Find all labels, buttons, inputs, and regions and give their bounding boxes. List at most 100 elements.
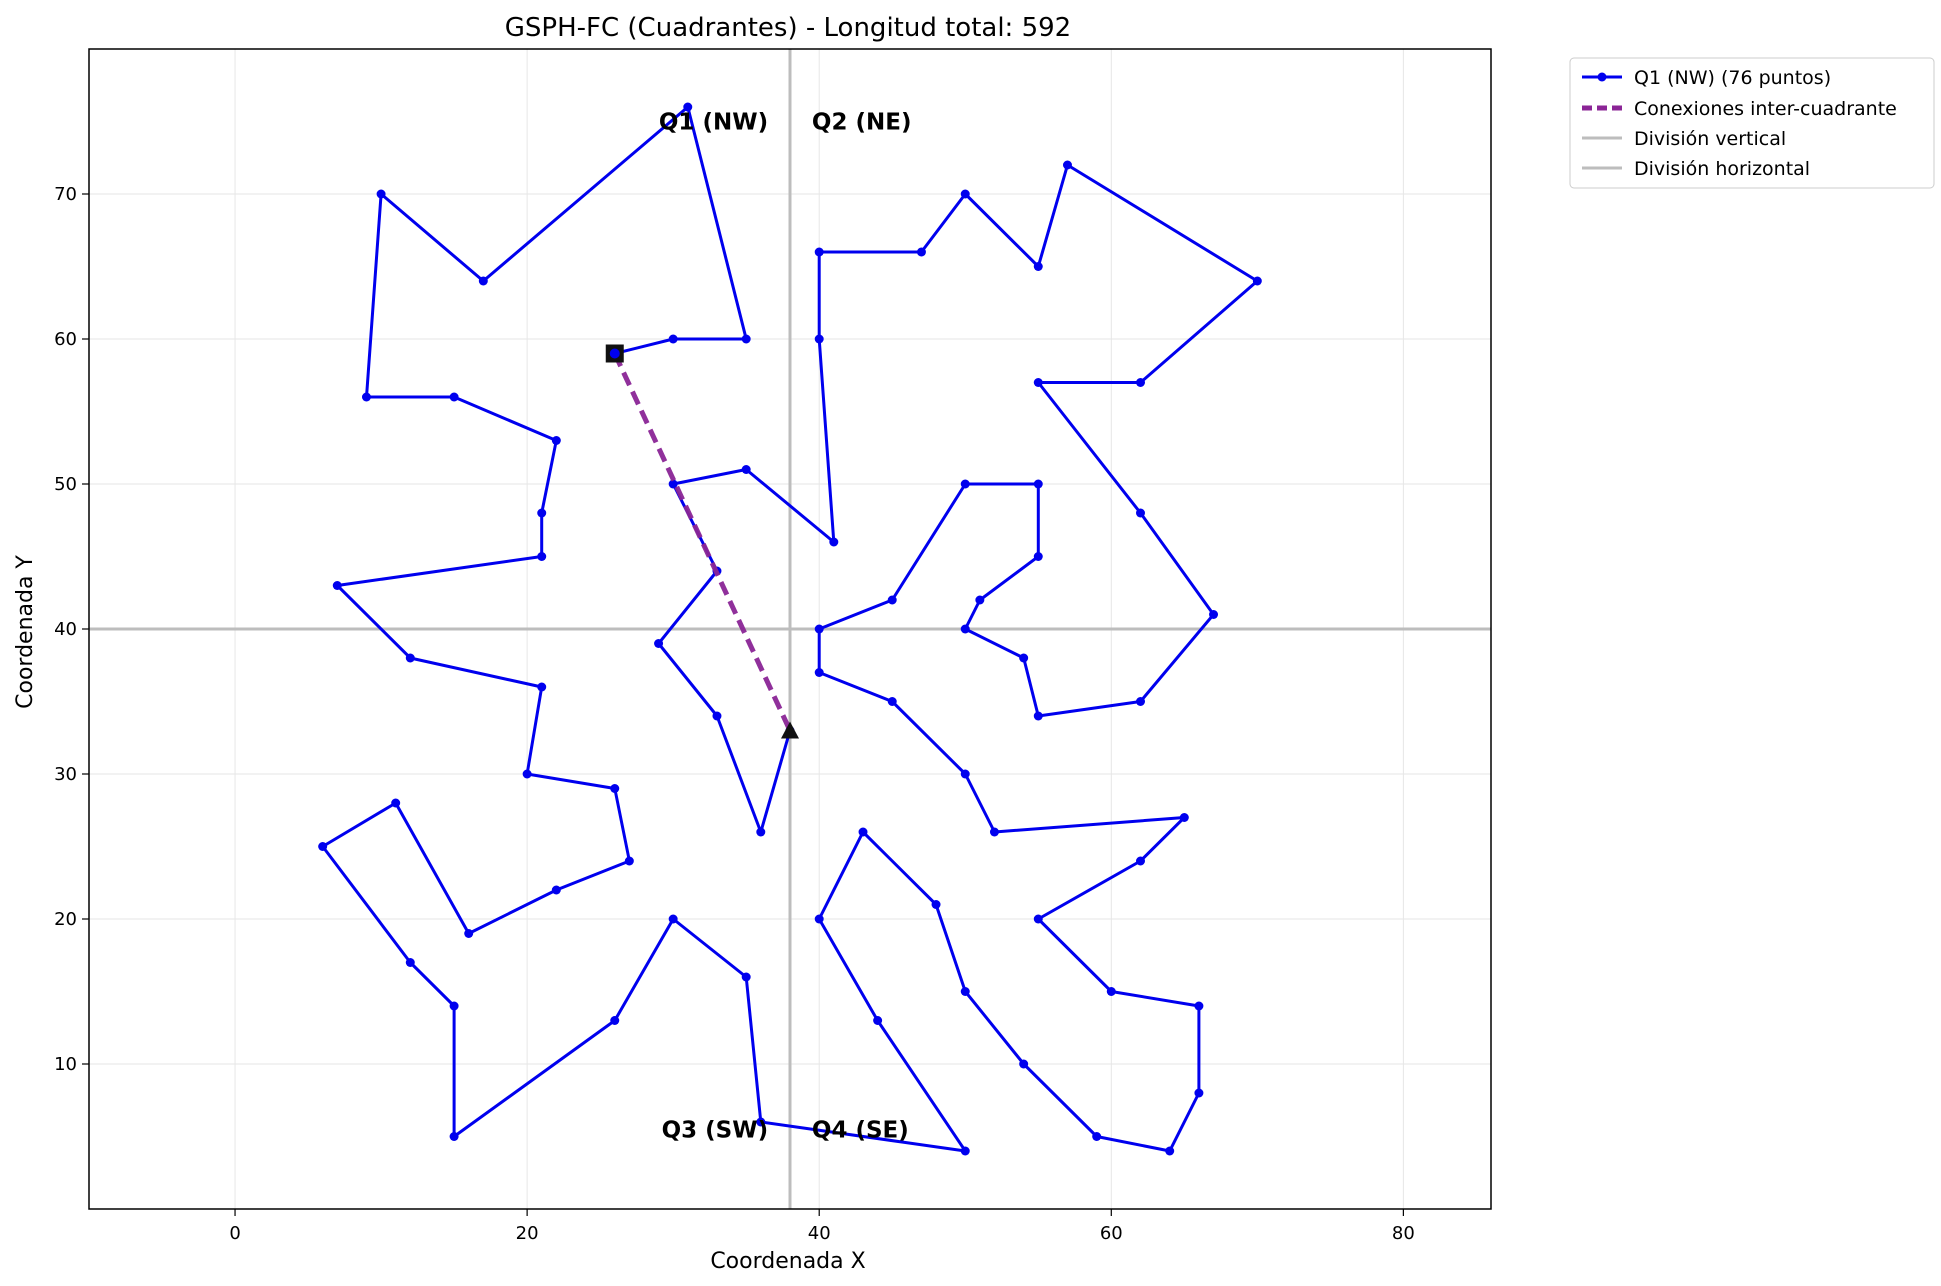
tour-point	[1033, 552, 1043, 561]
y-tick-label: 20	[54, 909, 77, 930]
tour-point	[989, 827, 999, 837]
tour-point	[668, 914, 678, 924]
tour-point	[814, 914, 824, 924]
quadrant-label: Q3 (SW)	[662, 1117, 769, 1143]
tour-point	[814, 247, 824, 257]
tour-point	[449, 1001, 459, 1011]
y-tick-label: 10	[54, 1054, 77, 1075]
connection-series	[612, 352, 793, 732]
legend-label-horizontal: División horizontal	[1634, 158, 1810, 180]
tour-point	[464, 929, 474, 938]
tour-point	[1019, 653, 1029, 663]
x-tick-label: 40	[808, 1223, 831, 1244]
tour-point	[756, 1117, 766, 1127]
tour-point	[975, 595, 985, 605]
quadrant-dividers	[89, 49, 1491, 1209]
tour-point	[1033, 711, 1043, 721]
tour-point	[1194, 1088, 1204, 1098]
tour-point	[741, 334, 751, 344]
tour-point	[960, 189, 970, 199]
tour-point	[449, 1132, 459, 1141]
tour-point	[361, 392, 371, 402]
tour-point	[1136, 378, 1145, 387]
tour-point	[814, 668, 824, 677]
tour-point	[1106, 987, 1116, 996]
quadrant-label: Q2 (NE)	[812, 110, 912, 136]
legend-box	[1569, 57, 1935, 189]
y-tick-label: 30	[54, 764, 77, 785]
tour-point	[887, 595, 897, 605]
tour-point	[1033, 378, 1043, 387]
tour-point	[741, 465, 751, 474]
tour-point	[960, 987, 970, 996]
start-end-markers	[605, 344, 799, 739]
tour-point	[814, 624, 824, 634]
tour-point	[537, 682, 547, 692]
tour-point	[1136, 508, 1145, 518]
legend-label-tour: Q1 (NW) (76 puntos)	[1634, 67, 1831, 89]
tour-point	[756, 827, 766, 837]
tour-point	[1092, 1132, 1102, 1141]
tour-line	[321, 105, 1259, 1153]
tour-point	[624, 856, 634, 866]
x-tick-label: 0	[229, 1223, 240, 1244]
tour-point	[1252, 276, 1262, 286]
legend-entry-vertical: División vertical	[1582, 128, 1786, 150]
legend: Q1 (NW) (76 puntos) Conexiones inter-cua…	[1569, 57, 1935, 189]
tour-point	[858, 827, 868, 837]
tour-point	[478, 276, 488, 286]
tour-point	[1062, 160, 1072, 170]
tour-point	[668, 479, 678, 489]
tour-point	[522, 769, 532, 779]
end-marker	[781, 721, 799, 739]
legend-label-connection: Conexiones inter-cuadrante	[1634, 98, 1897, 120]
tour-point	[551, 436, 561, 445]
tour-point	[654, 639, 664, 648]
legend-entry-horizontal: División horizontal	[1582, 158, 1810, 180]
tour-point	[391, 798, 401, 808]
tour-point	[814, 334, 824, 344]
tour-point	[712, 711, 722, 721]
y-tick-label: 40	[54, 619, 77, 640]
y-axis-label: Coordenada Y	[13, 555, 38, 709]
tour-point	[610, 784, 620, 793]
tour-point	[887, 697, 897, 706]
tour-point	[318, 842, 328, 851]
tour-point	[332, 581, 342, 590]
legend-entry-connection: Conexiones inter-cuadrante	[1582, 98, 1897, 120]
tour-point	[931, 900, 941, 909]
y-tick-label: 60	[54, 329, 77, 350]
quadrant-labels: Q1 (NW) Q2 (NE) Q3 (SW) Q4 (SE)	[659, 110, 912, 1144]
x-tick-label: 80	[1392, 1223, 1415, 1244]
tour-point	[960, 624, 970, 634]
tour-point	[916, 247, 926, 257]
legend-label-vertical: División vertical	[1634, 128, 1786, 150]
quadrant-label: Q1 (NW)	[659, 110, 768, 136]
tour-point	[1019, 1059, 1029, 1069]
tour-point	[741, 972, 751, 982]
tour-point	[610, 1016, 620, 1025]
axis-ticks: 0 20 40 60 80 10 20 30 40 50 60 70	[54, 184, 1415, 1244]
tour-point	[960, 1146, 970, 1156]
tour-point	[960, 769, 970, 779]
tour-point	[551, 885, 561, 895]
x-axis-label: Coordenada X	[710, 1249, 865, 1274]
quadrant-label: Q4 (SE)	[812, 1117, 909, 1143]
tour-point	[829, 537, 839, 547]
tour-point	[449, 392, 459, 402]
tour-point	[405, 653, 415, 663]
x-tick-label: 20	[516, 1223, 539, 1244]
tour-point	[376, 189, 386, 199]
tour-point	[960, 479, 970, 489]
tour-point	[1033, 262, 1043, 271]
start-point	[609, 348, 620, 359]
tour-point	[668, 334, 678, 344]
tour-point	[1136, 856, 1145, 866]
tour-point	[873, 1016, 883, 1025]
y-tick-label: 50	[54, 474, 77, 495]
chart-title: GSPH-FC (Cuadrantes) - Longitud total: 5…	[505, 13, 1071, 43]
y-tick-label: 70	[54, 184, 77, 205]
legend-entry-tour: Q1 (NW) (76 puntos)	[1582, 67, 1831, 89]
tour-point	[1033, 479, 1043, 489]
